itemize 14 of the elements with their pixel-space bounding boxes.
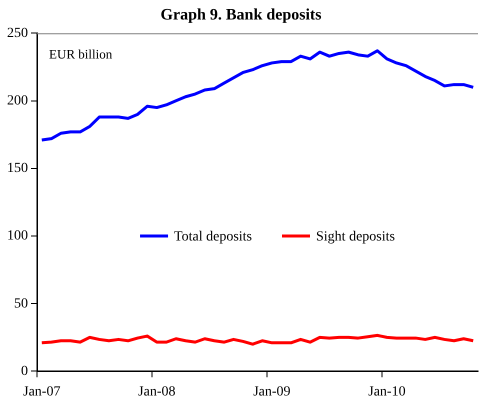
x-tick-label: Jan-07 bbox=[23, 384, 60, 400]
y-tick-label: 150 bbox=[7, 161, 28, 176]
x-tick-label: Jan-09 bbox=[253, 384, 291, 400]
x-tick-label: Jan-08 bbox=[138, 384, 176, 400]
chart-title: Graph 9. Bank deposits bbox=[160, 6, 322, 24]
y-tick-label: 0 bbox=[21, 364, 28, 379]
legend-label: Total deposits bbox=[174, 230, 252, 245]
x-tick-label: Jan-10 bbox=[368, 384, 406, 400]
y-tick-label: 200 bbox=[7, 93, 28, 108]
legend-label: Sight deposits bbox=[316, 230, 395, 245]
y-tick-label: 100 bbox=[7, 228, 28, 244]
annotation: EUR billion bbox=[49, 46, 113, 62]
y-tick-label: 50 bbox=[14, 296, 28, 312]
y-tick-label: 250 bbox=[7, 26, 28, 41]
